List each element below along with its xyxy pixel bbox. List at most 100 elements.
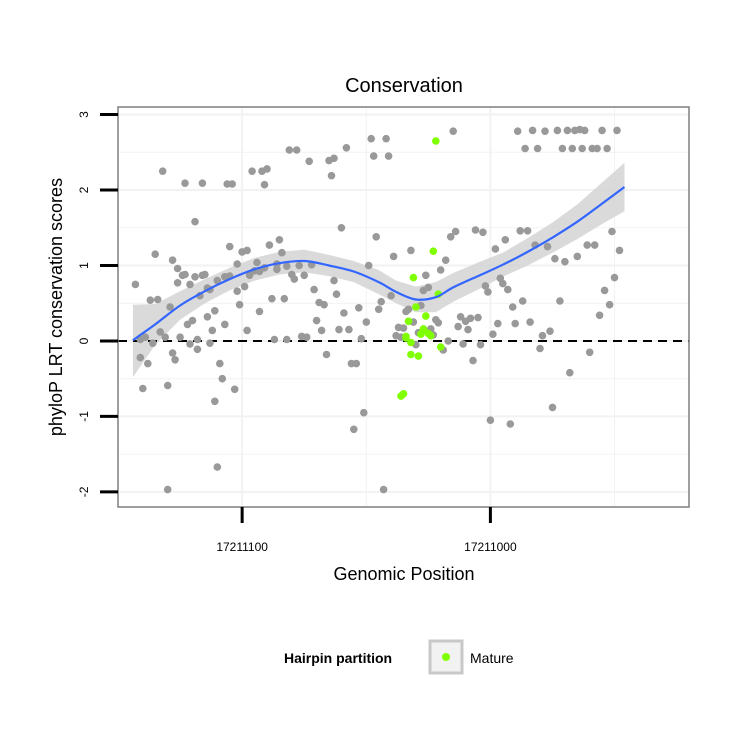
- legend: Hairpin partition Mature: [284, 639, 514, 675]
- point-other: [479, 228, 487, 237]
- point-other: [173, 264, 182, 273]
- point-other: [407, 246, 415, 255]
- point-other: [235, 300, 244, 309]
- point-other: [198, 179, 207, 187]
- point-other: [342, 144, 351, 152]
- point-other: [384, 152, 393, 160]
- point-other: [163, 485, 172, 494]
- point-other: [608, 227, 616, 236]
- point-other: [469, 356, 477, 365]
- point-other: [340, 309, 348, 317]
- point-other: [578, 144, 586, 153]
- point-other: [163, 381, 172, 390]
- point-other: [494, 319, 502, 328]
- point-other: [600, 286, 609, 295]
- point-other: [364, 261, 373, 270]
- point-other: [558, 144, 567, 153]
- confidence-ribbon: [132, 162, 625, 378]
- point-other: [203, 313, 212, 321]
- point-other: [193, 345, 202, 354]
- point-other: [265, 241, 274, 249]
- point-other: [516, 227, 524, 235]
- point-other: [504, 285, 512, 294]
- point-other: [382, 134, 390, 143]
- point-other: [615, 246, 624, 255]
- point-other: [141, 333, 150, 342]
- point-other: [556, 297, 564, 305]
- point-other: [536, 344, 544, 353]
- point-other: [499, 279, 507, 288]
- point-other: [312, 316, 321, 325]
- point-other: [320, 300, 328, 309]
- point-other: [302, 333, 311, 342]
- point-other: [444, 337, 453, 345]
- points-layer: [131, 125, 624, 494]
- point-other: [474, 313, 482, 322]
- point-other: [245, 271, 254, 280]
- point-other: [166, 303, 174, 311]
- point-other: [295, 261, 304, 270]
- point-other: [168, 256, 177, 265]
- point-other: [255, 307, 264, 316]
- point-other: [422, 271, 430, 280]
- point-other: [149, 339, 157, 348]
- smooth-line: [132, 186, 626, 342]
- smooth-ribbon-layer: [132, 162, 625, 378]
- point-other: [605, 300, 614, 309]
- point-other: [345, 325, 353, 334]
- point-other: [350, 425, 358, 434]
- point-other: [221, 320, 229, 329]
- point-other: [454, 322, 462, 331]
- point-other: [146, 296, 155, 305]
- point-other: [481, 282, 490, 290]
- point-other: [355, 304, 363, 312]
- chart-title: Conservation: [345, 75, 463, 97]
- point-other: [171, 356, 179, 364]
- point-other: [352, 359, 361, 368]
- point-other: [158, 167, 167, 175]
- point-other: [216, 359, 224, 368]
- point-other: [283, 262, 291, 271]
- point-mature: [407, 350, 415, 359]
- point-other: [300, 271, 309, 280]
- y-tick-label: -2: [77, 486, 91, 497]
- point-other: [228, 180, 236, 188]
- point-other: [464, 325, 472, 334]
- point-other: [583, 241, 591, 249]
- point-other: [233, 287, 241, 296]
- legend-label-mature: Mature: [470, 650, 514, 666]
- point-other: [260, 180, 269, 189]
- point-other: [491, 245, 500, 253]
- point-other: [278, 248, 286, 257]
- point-other: [377, 297, 386, 306]
- point-other: [466, 314, 475, 323]
- legend-key-mature: [442, 653, 450, 661]
- point-other: [379, 485, 388, 494]
- point-other: [372, 233, 381, 241]
- point-other: [387, 291, 395, 300]
- point-other: [523, 227, 532, 235]
- point-other: [424, 283, 433, 292]
- point-other: [186, 340, 194, 348]
- point-other: [553, 126, 562, 135]
- point-other: [362, 318, 371, 326]
- point-other: [551, 254, 559, 263]
- point-other: [374, 305, 383, 314]
- point-other: [506, 420, 515, 428]
- point-other: [476, 340, 485, 349]
- point-other: [541, 127, 549, 135]
- point-other: [213, 276, 222, 285]
- point-mature: [399, 390, 408, 398]
- point-other: [290, 275, 299, 283]
- point-other: [568, 144, 577, 153]
- point-mature: [412, 303, 420, 311]
- point-other: [240, 282, 249, 291]
- point-other: [283, 335, 291, 344]
- point-other: [310, 285, 318, 294]
- legend-title: Hairpin partition: [284, 650, 392, 666]
- point-other: [521, 144, 529, 153]
- point-other: [211, 397, 219, 406]
- plot-border: [117, 106, 690, 508]
- point-other: [213, 463, 222, 471]
- point-other: [211, 307, 219, 315]
